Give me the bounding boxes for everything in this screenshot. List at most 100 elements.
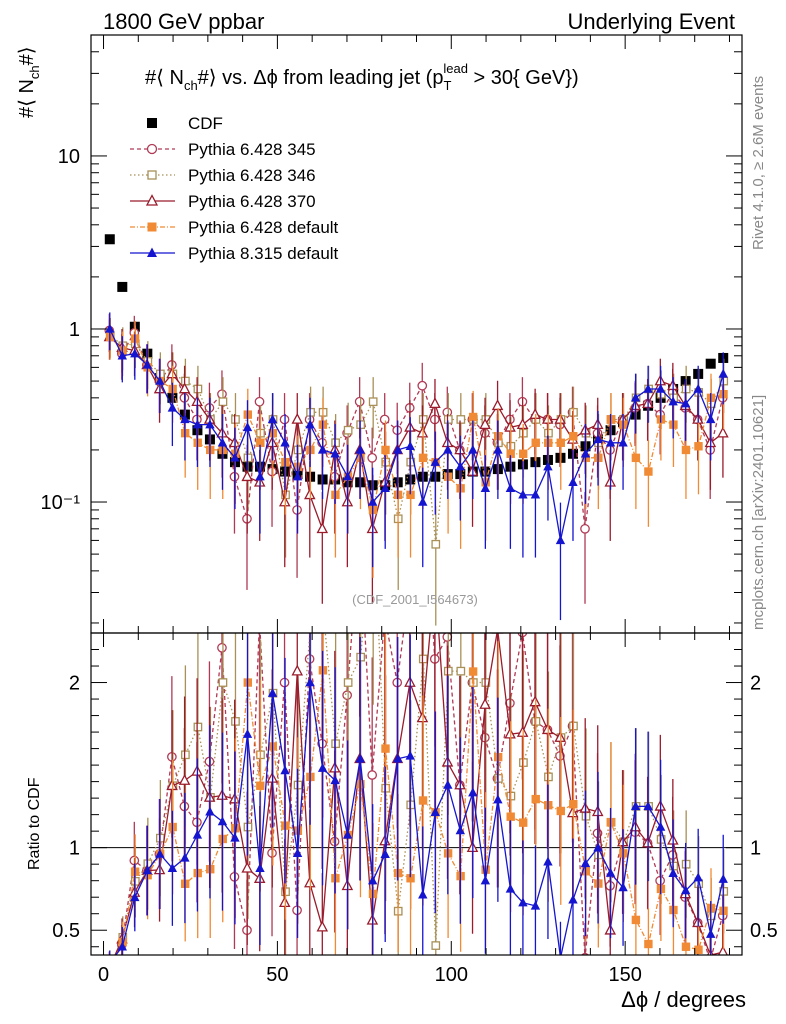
ratio-point [418,654,428,664]
data-point [256,438,265,447]
data-point [355,444,365,454]
ratio-point [480,875,491,885]
data-point [104,234,115,245]
ratio-point [559,952,562,955]
ratio-point [519,818,528,827]
legend-entry: Pythia 6.428 345 [130,140,316,159]
data-point [218,397,228,407]
ratio-point [255,863,265,873]
legend-label: Pythia 6.428 346 [188,166,316,185]
data-point [429,397,441,409]
data-point [254,396,265,407]
data-point [718,368,728,378]
data-point [181,376,190,386]
ratio-point [630,801,641,811]
data-point [155,375,165,385]
data-point [292,471,303,481]
data-point [618,437,628,447]
data-point [530,489,541,499]
ratio-point [418,796,428,805]
ratio-point [380,849,390,858]
data-point [418,415,428,424]
ratio-point [155,848,165,858]
ratio-point [430,807,440,816]
data-point [280,437,290,447]
data-point [406,490,415,500]
ratio-point [381,744,390,753]
data-point [317,444,328,454]
ratio-point [593,842,603,852]
ratio-point [706,956,714,964]
data-point [518,489,528,499]
data-point [205,419,215,429]
data-point [167,402,178,412]
data-point [480,483,491,493]
data-point [543,461,553,471]
ratio-series-line [115,670,724,955]
chart-title: #⟨ Nch#⟩ vs. Δϕ from leading jet (pTlead… [145,61,579,93]
ratio-point [256,781,265,790]
data-point [443,444,453,454]
data-point [506,449,515,458]
main-series-group [103,234,729,626]
data-point [680,398,691,408]
data-point [130,348,140,358]
ylabel-sub: ch [27,65,42,79]
data-point [655,383,666,393]
ratio-point [443,666,453,676]
data-point [630,392,641,402]
data-point [706,414,716,424]
ratio-point [717,945,728,955]
data-point [291,412,304,424]
ratio-point [292,848,303,858]
data-point [717,426,729,438]
legend-entry: Pythia 6.428 346 [130,166,316,185]
ratio-point [531,794,540,804]
ratio-point [706,928,716,938]
ratio-point [631,915,641,925]
data-point [316,522,329,534]
ratio-point [493,794,503,804]
data-point [367,496,378,506]
x-tick-label: 50 [266,964,288,986]
ratio-tick-label: 1 [69,838,80,860]
data-point [367,452,378,463]
ratio-point [468,787,478,797]
ratio-point [130,892,140,902]
ylabel-part-a: #⟨ N [16,79,38,118]
ratio-point [231,717,240,726]
data-point [479,418,491,429]
data-point [418,453,428,463]
data-point [668,396,678,406]
data-point [230,452,240,462]
ratio-point [605,867,616,877]
header-right: Underlying Event [567,9,735,34]
ratio-point [367,875,378,885]
data-point [693,383,703,393]
side-label-mcplots: mcplots.cern.ch [arXiv:2401.10621] [750,395,767,630]
data-point [694,442,703,451]
data-point [180,414,190,424]
data-point [681,445,691,455]
title-part-f: > 30{ GeV}) [468,67,579,89]
ratio-point [343,678,353,687]
legend: CDF Pythia 6.428 345 Pythia 6.428 346 Pythi… [130,114,339,263]
ratio-point [518,897,528,907]
data-point [242,422,253,432]
ratio-point [569,800,578,809]
legend-marker [146,143,158,155]
data-point [568,477,578,487]
ratio-point [193,722,203,732]
ratio-point [267,687,278,697]
x-tick-label: 150 [608,964,641,986]
ratio-point [241,861,253,873]
ratio-point [481,678,491,687]
series-layer [91,234,742,964]
legend-label: Pythia 6.428 default [188,218,339,237]
data-point [705,358,716,369]
ratio-point [668,868,678,878]
ratio-point [305,677,315,687]
legend-marker [145,194,159,206]
ratio-tick-label-right: 0.5 [750,920,778,942]
